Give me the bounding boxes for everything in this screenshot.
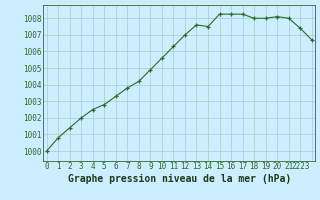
X-axis label: Graphe pression niveau de la mer (hPa): Graphe pression niveau de la mer (hPa) — [68, 174, 291, 184]
